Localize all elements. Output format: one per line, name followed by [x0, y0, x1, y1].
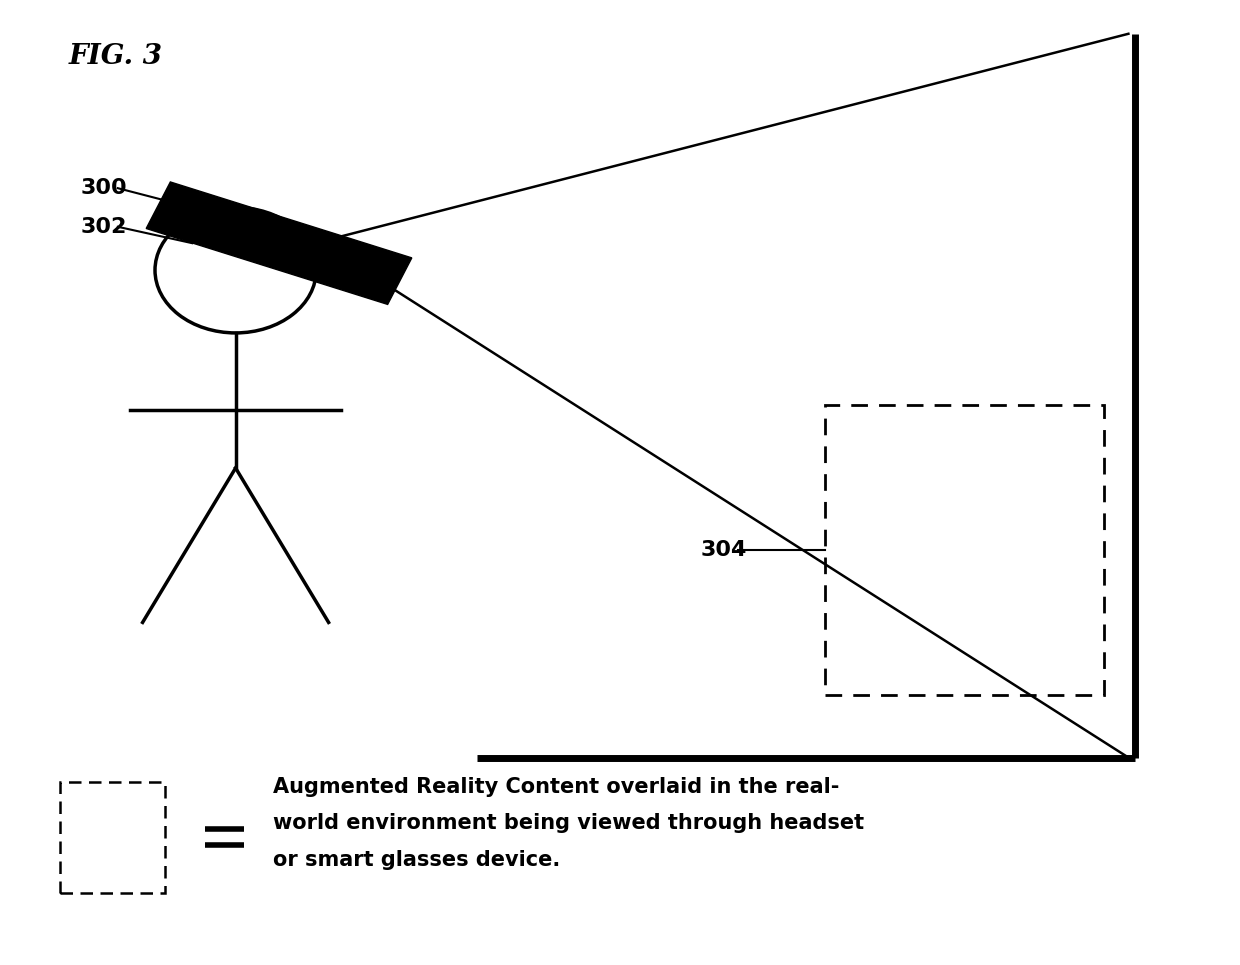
Bar: [60, 782, 165, 893]
Text: 302: 302: [81, 217, 126, 236]
Text: or smart glasses device.: or smart glasses device.: [273, 850, 560, 870]
Bar: [825, 405, 1104, 695]
Text: FIG. 3: FIG. 3: [68, 43, 162, 70]
Text: Augmented Reality Content overlaid in the real-: Augmented Reality Content overlaid in th…: [273, 777, 839, 797]
Text: 304: 304: [701, 540, 746, 560]
Text: 300: 300: [81, 179, 128, 198]
Bar: [146, 182, 412, 304]
Text: world environment being viewed through headset: world environment being viewed through h…: [273, 813, 864, 834]
